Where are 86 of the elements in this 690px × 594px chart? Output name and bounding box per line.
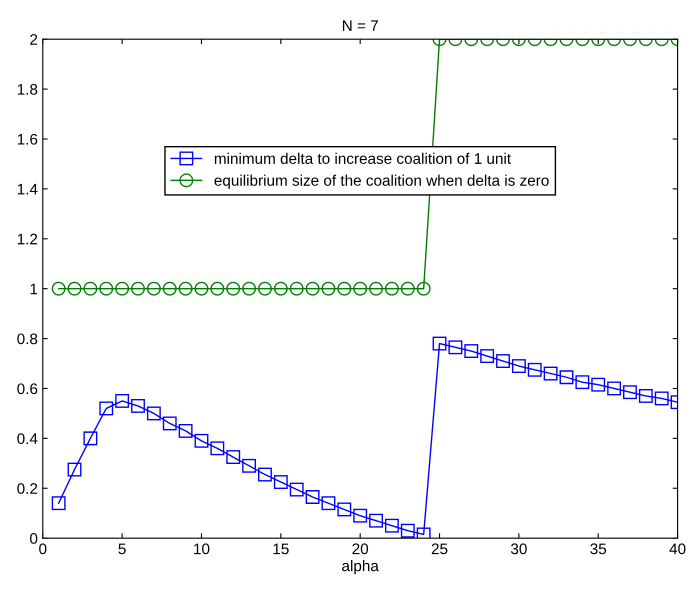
point — [258, 468, 272, 482]
point — [242, 458, 256, 473]
x-tick-label: 5 — [118, 544, 126, 554]
point — [306, 282, 320, 296]
point — [654, 392, 669, 406]
point — [591, 378, 606, 392]
point — [162, 416, 177, 430]
point — [416, 282, 431, 296]
point — [638, 389, 653, 403]
point — [242, 282, 256, 296]
point — [448, 340, 462, 354]
x-tick-label: 35 — [590, 543, 606, 554]
point — [400, 524, 415, 538]
x-tick-label: 0 — [39, 543, 46, 554]
legend-label: minimum delta to increase coalition of 1 unit — [214, 152, 511, 164]
y-tick-label: 1.6 — [18, 134, 38, 145]
point — [226, 450, 240, 464]
point — [210, 282, 224, 296]
x-tick-label: 20 — [352, 543, 368, 554]
point — [353, 282, 368, 296]
point — [194, 282, 208, 296]
point — [544, 366, 558, 380]
y-tick-label: 0.4 — [17, 433, 38, 444]
x-tick-label: 10 — [194, 543, 210, 554]
point — [146, 406, 161, 420]
point — [337, 282, 352, 296]
chart-title: N = 7 — [342, 20, 378, 31]
point — [131, 398, 145, 413]
point — [68, 462, 82, 476]
point — [194, 434, 208, 448]
y-tick-label: 0.6 — [17, 383, 38, 394]
point — [575, 375, 590, 390]
y-tick-label: 1.4 — [18, 184, 38, 194]
y-tick-label: 2 — [30, 34, 38, 45]
point — [321, 282, 336, 296]
point — [131, 282, 145, 296]
point — [353, 508, 368, 523]
point — [99, 282, 114, 296]
x-tick-label: 25 — [432, 543, 448, 554]
y-tick-label: 1.2 — [18, 234, 38, 244]
point — [337, 502, 352, 516]
point — [83, 431, 98, 446]
point — [162, 282, 177, 296]
point — [52, 496, 66, 510]
point — [83, 282, 98, 296]
point — [623, 385, 637, 400]
point — [369, 282, 383, 296]
point — [560, 370, 574, 384]
point — [400, 282, 415, 296]
y-tick-label: 0.2 — [17, 483, 38, 494]
point — [226, 282, 240, 296]
point — [306, 490, 320, 504]
point — [321, 496, 336, 510]
point — [274, 475, 288, 489]
point — [528, 362, 542, 377]
point — [464, 344, 478, 358]
point — [480, 349, 494, 363]
point — [274, 282, 288, 296]
point — [369, 514, 383, 528]
point — [146, 282, 161, 296]
y-tick-label: 0.8 — [17, 333, 38, 344]
point — [52, 282, 66, 296]
point — [210, 441, 224, 456]
point — [384, 282, 399, 296]
point — [99, 401, 114, 416]
point — [115, 394, 130, 408]
point — [68, 282, 82, 296]
point — [384, 518, 399, 533]
point — [258, 282, 272, 296]
point — [512, 359, 526, 373]
point — [290, 282, 304, 296]
y-tick-label: 1 — [30, 284, 38, 294]
point — [432, 336, 446, 351]
x-axis-title: alpha — [342, 560, 379, 574]
point — [607, 382, 622, 396]
x-tick-label: 40 — [669, 543, 686, 554]
point — [178, 424, 193, 438]
point — [115, 282, 130, 296]
x-tick-label: 30 — [510, 543, 527, 554]
legend-label: equilibrium size of the coalition when delta is zero — [214, 174, 549, 189]
x-tick-label: 15 — [274, 544, 289, 554]
point — [290, 482, 304, 496]
point — [178, 282, 193, 296]
y-tick-label: 0 — [30, 533, 38, 544]
y-tick-label: 1.8 — [18, 84, 38, 95]
point — [496, 354, 510, 368]
